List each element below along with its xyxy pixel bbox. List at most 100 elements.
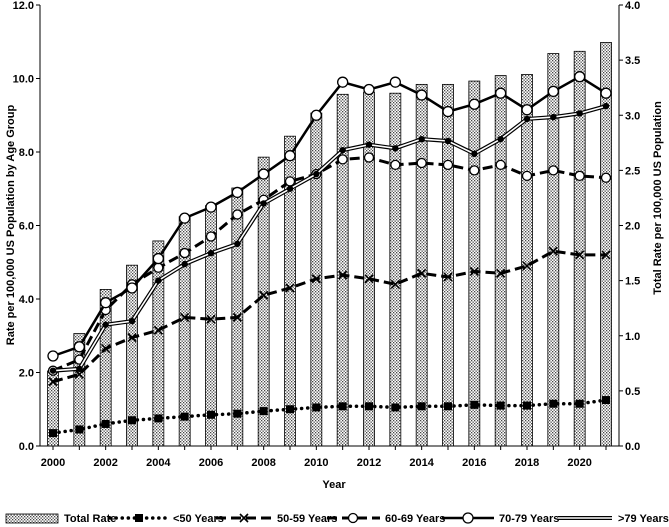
marker-79-years-2013 xyxy=(392,145,399,152)
marker-70-79-years-2001 xyxy=(73,341,85,353)
legend-label-total-rate: Total Rate xyxy=(64,513,116,525)
line-50-years xyxy=(51,398,608,435)
bar-total-rate-2006 xyxy=(205,205,217,447)
bar-total-rate-2019 xyxy=(547,53,560,447)
marker-79-years-2015 xyxy=(444,137,452,145)
marker-79-years-2000 xyxy=(49,367,57,374)
legend-swatch-total-rate xyxy=(5,513,59,524)
marker-50-59-years-2015 xyxy=(443,272,453,282)
marker-79-years-2020 xyxy=(576,110,583,117)
marker-50-59-years-2005 xyxy=(180,312,190,322)
marker-70-79-years-2012 xyxy=(363,83,375,96)
marker-60-69-years-2018 xyxy=(521,170,533,182)
y-left-tick-label: 12.0 xyxy=(13,0,34,12)
marker-79-years-2007 xyxy=(234,240,241,248)
bars-layer xyxy=(47,42,612,447)
marker-70-79-years-2011 xyxy=(337,76,349,88)
marker-50-59-years-2018 xyxy=(522,261,532,271)
marker-50-years-2014 xyxy=(417,402,426,411)
marker-50-years-2010 xyxy=(312,403,321,412)
marker-50-years-2016 xyxy=(470,400,479,409)
y-right-tick-label: 0.0 xyxy=(625,441,640,453)
marker-70-79-years-2019 xyxy=(547,85,559,98)
legend-label-70-79: 70-79 Years xyxy=(499,513,559,525)
line-70-79-years xyxy=(52,75,607,358)
marker-70-79-years-2003 xyxy=(126,282,138,294)
marker-79-years-2012 xyxy=(365,141,373,148)
marker-79-years-2019 xyxy=(550,113,557,121)
line-60-69-years xyxy=(52,155,607,373)
legend-marker-70-79 xyxy=(462,512,474,524)
marker-50-59-years-2009 xyxy=(285,283,295,293)
marker-70-79-years-2006 xyxy=(205,201,217,213)
marker-79-years-2010 xyxy=(313,170,320,178)
y-left-tick-label: 6.0 xyxy=(19,221,34,233)
marker-50-years-2012 xyxy=(365,402,373,411)
marker-79-years-2003 xyxy=(128,317,136,325)
marker-50-59-years-2011 xyxy=(338,270,348,280)
legend: Total Rate <50 Years 50-59 Years 60-69 Y… xyxy=(5,512,669,525)
x-tick-label: 2000 xyxy=(41,457,65,469)
marker-50-years-2017 xyxy=(496,401,505,410)
marker-50-years-2007 xyxy=(233,409,242,418)
y-left-tick-label: 0.0 xyxy=(19,441,34,453)
x-tick-label: 2006 xyxy=(199,457,223,469)
marker-70-79-years-2013 xyxy=(389,76,401,88)
y-left-tick-label: 10.0 xyxy=(13,74,34,86)
marker-60-69-years-2021 xyxy=(600,172,612,183)
marker-60-69-years-2017 xyxy=(495,159,506,171)
marker-50-59-years-2014 xyxy=(417,268,427,278)
bar-total-rate-2017 xyxy=(494,75,507,447)
y-right-tick-label: 1.0 xyxy=(625,331,640,343)
x-tick-label: 2018 xyxy=(515,457,539,469)
y-right-tick-label: 4.0 xyxy=(625,0,640,12)
marker-70-79-years-2008 xyxy=(258,168,270,180)
y-right-tick-label: 2.0 xyxy=(625,221,640,233)
marker-70-79-years-2021 xyxy=(600,87,612,99)
marker-50-years-2002 xyxy=(101,419,110,428)
marker-50-years-2003 xyxy=(128,416,136,425)
marker-70-79-years-2005 xyxy=(179,212,191,224)
axes-layer: 0.0 2.0 4.0 6.0 8.0 10.0 12.0 0.0 0.5 1.0 1.5 2.0 2.… xyxy=(13,0,641,469)
marker-79-years-2018 xyxy=(523,115,531,123)
marker-50-59-years-2013 xyxy=(390,279,400,289)
x-tick-label: 2012 xyxy=(357,457,381,469)
marker-79-years-2009 xyxy=(286,185,294,192)
marker-50-years-2019 xyxy=(549,399,558,408)
marker-70-79-years-2015 xyxy=(442,105,454,118)
y-axis-right-title: Total Rate per 100,000 US Population xyxy=(652,101,664,295)
marker-60-69-years-2019 xyxy=(548,165,559,176)
marker-60-69-years-2005 xyxy=(179,247,190,259)
y-left-tick-label: 4.0 xyxy=(19,294,34,306)
marker-60-69-years-2014 xyxy=(416,157,427,169)
marker-50-years-2000 xyxy=(49,429,57,438)
marker-70-79-years-2007 xyxy=(231,186,243,199)
y-right-tick-label: 3.5 xyxy=(625,55,640,67)
y-right-tick-label: 1.5 xyxy=(625,276,640,288)
marker-70-79-years-2014 xyxy=(416,89,428,101)
marker-50-years-2008 xyxy=(259,407,268,416)
y-axis-left-title: Rate per 100,000 US Population by Age Gr… xyxy=(5,105,17,346)
legend-marker-60-69 xyxy=(347,512,359,524)
marker-50-years-2018 xyxy=(523,401,531,410)
marker-50-59-years-2000 xyxy=(48,377,58,387)
y-right-tick-label: 3.0 xyxy=(625,110,640,122)
marker-70-79-years-2009 xyxy=(284,150,296,162)
marker-50-years-2005 xyxy=(180,412,189,421)
marker-50-59-years-2017 xyxy=(496,268,506,278)
marker-79-years-2014 xyxy=(418,135,425,143)
marker-50-59-years-2004 xyxy=(153,325,163,335)
legend-label-60-69: 60-69 Years xyxy=(385,513,445,525)
marker-50-years-2013 xyxy=(391,403,400,412)
marker-60-69-years-2006 xyxy=(205,231,217,242)
marker-60-69-years-2007 xyxy=(232,209,243,220)
marker-50-59-years-2020 xyxy=(575,250,585,260)
y-right-tick-label: 0.5 xyxy=(625,386,640,398)
x-tick-label: 2014 xyxy=(409,457,434,469)
marker-50-years-2001 xyxy=(75,425,84,434)
legend-marker-50-59 xyxy=(239,513,249,523)
marker-70-79-years-2016 xyxy=(468,98,480,110)
marker-50-59-years-2006 xyxy=(206,314,216,324)
marker-79-years-2021 xyxy=(602,102,610,110)
y-right-tick-label: 2.5 xyxy=(625,165,640,177)
